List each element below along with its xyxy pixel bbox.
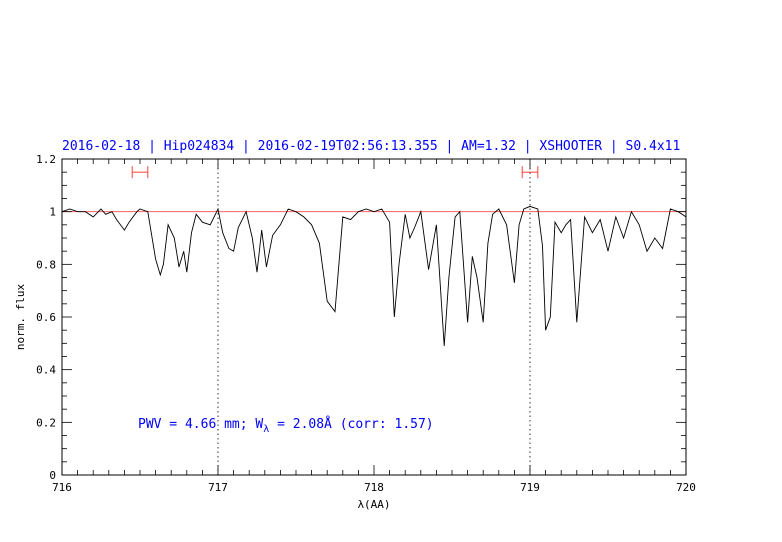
x-tick-label: 717: [208, 481, 228, 494]
x-ticks: 716 717 718 719 720: [52, 159, 696, 494]
y-tick-label: 0.6: [36, 311, 56, 324]
y-tick-label: 1: [49, 206, 56, 219]
vertical-markers: [217, 159, 531, 475]
y-tick-label: 0.2: [36, 416, 56, 429]
y-ticks: 0 0.2 0.4 0.6 0.8 1 1.2: [36, 153, 686, 482]
x-tick-label: 719: [520, 481, 540, 494]
x-tick-label: 718: [364, 481, 384, 494]
x-axis-label: λ(AA): [357, 498, 390, 511]
x-tick-label: 716: [52, 481, 72, 494]
range-markers: [131, 166, 539, 179]
y-axis-label: norm. flux: [14, 284, 27, 351]
y-tick-label: 0.8: [36, 258, 56, 271]
y-tick-label: 0.4: [36, 364, 56, 377]
annotation-subscript: λ: [263, 424, 269, 435]
range-marker-1: [521, 166, 539, 179]
annotation-suffix: = 2.08Å (corr: 1.57): [269, 416, 433, 432]
chart-title: 2016-02-18 | Hip024834 | 2016-02-19T02:5…: [62, 139, 680, 154]
pwv-annotation: PWV = 4.66 mm; Wλ = 2.08Å (corr: 1.57): [138, 416, 434, 435]
y-tick-label: 0: [49, 469, 56, 482]
x-tick-label: 720: [676, 481, 696, 494]
annotation-prefix: PWV = 4.66 mm; W: [138, 417, 263, 432]
y-tick-label: 1.2: [36, 153, 56, 166]
range-marker-0: [131, 166, 149, 179]
series-line: [61, 205, 687, 347]
